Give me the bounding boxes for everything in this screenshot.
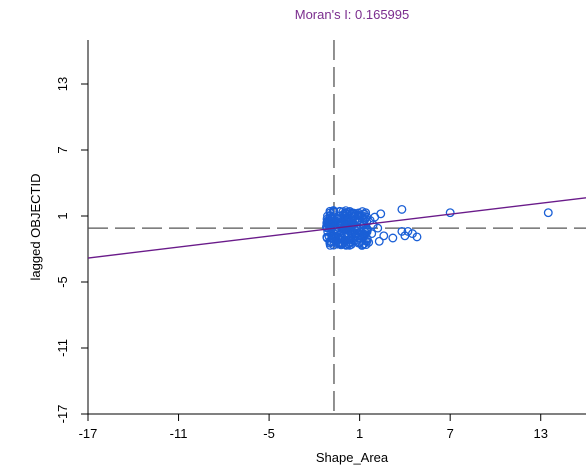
y-axis-title: lagged OBJECTID — [28, 174, 43, 281]
x-tick-label: 1 — [356, 426, 363, 441]
x-axis-title: Shape_Area — [316, 450, 389, 465]
y-axis-ticks: -17 -11 -5 1 7 13 — [55, 77, 88, 424]
y-tick-label: 13 — [55, 77, 70, 91]
x-tick-label: -17 — [79, 426, 98, 441]
y-tick-label: 1 — [55, 212, 70, 219]
y-tick-label: 7 — [55, 146, 70, 153]
y-tick-label: -5 — [55, 276, 70, 288]
scatter-points — [362, 206, 552, 247]
data-point — [375, 238, 383, 246]
data-point — [446, 209, 454, 217]
x-axis-ticks: -17 -11 -5 1 7 13 — [79, 414, 548, 441]
chart-title: Moran's I: 0.165995 — [295, 7, 410, 22]
x-tick-label: -5 — [263, 426, 275, 441]
x-tick-label: -11 — [170, 426, 188, 441]
data-point — [389, 234, 397, 242]
y-tick-label: -11 — [55, 339, 70, 357]
data-point — [544, 209, 552, 217]
y-tick-label: -17 — [55, 405, 70, 424]
x-tick-label: 13 — [533, 426, 547, 441]
x-tick-label: 7 — [447, 426, 454, 441]
data-point — [398, 206, 406, 214]
